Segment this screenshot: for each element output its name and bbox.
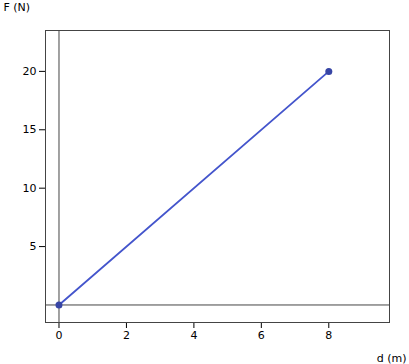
svg-text:d (m): d (m)	[377, 352, 407, 364]
svg-text:10: 10	[23, 182, 37, 195]
svg-text:F (N): F (N)	[4, 1, 31, 14]
svg-text:4: 4	[190, 329, 197, 342]
svg-text:0: 0	[55, 329, 62, 342]
svg-text:8: 8	[325, 329, 332, 342]
svg-text:15: 15	[23, 123, 37, 136]
svg-text:6: 6	[258, 329, 265, 342]
svg-text:5: 5	[30, 240, 37, 253]
svg-text:2: 2	[123, 329, 130, 342]
svg-text:20: 20	[23, 65, 37, 78]
